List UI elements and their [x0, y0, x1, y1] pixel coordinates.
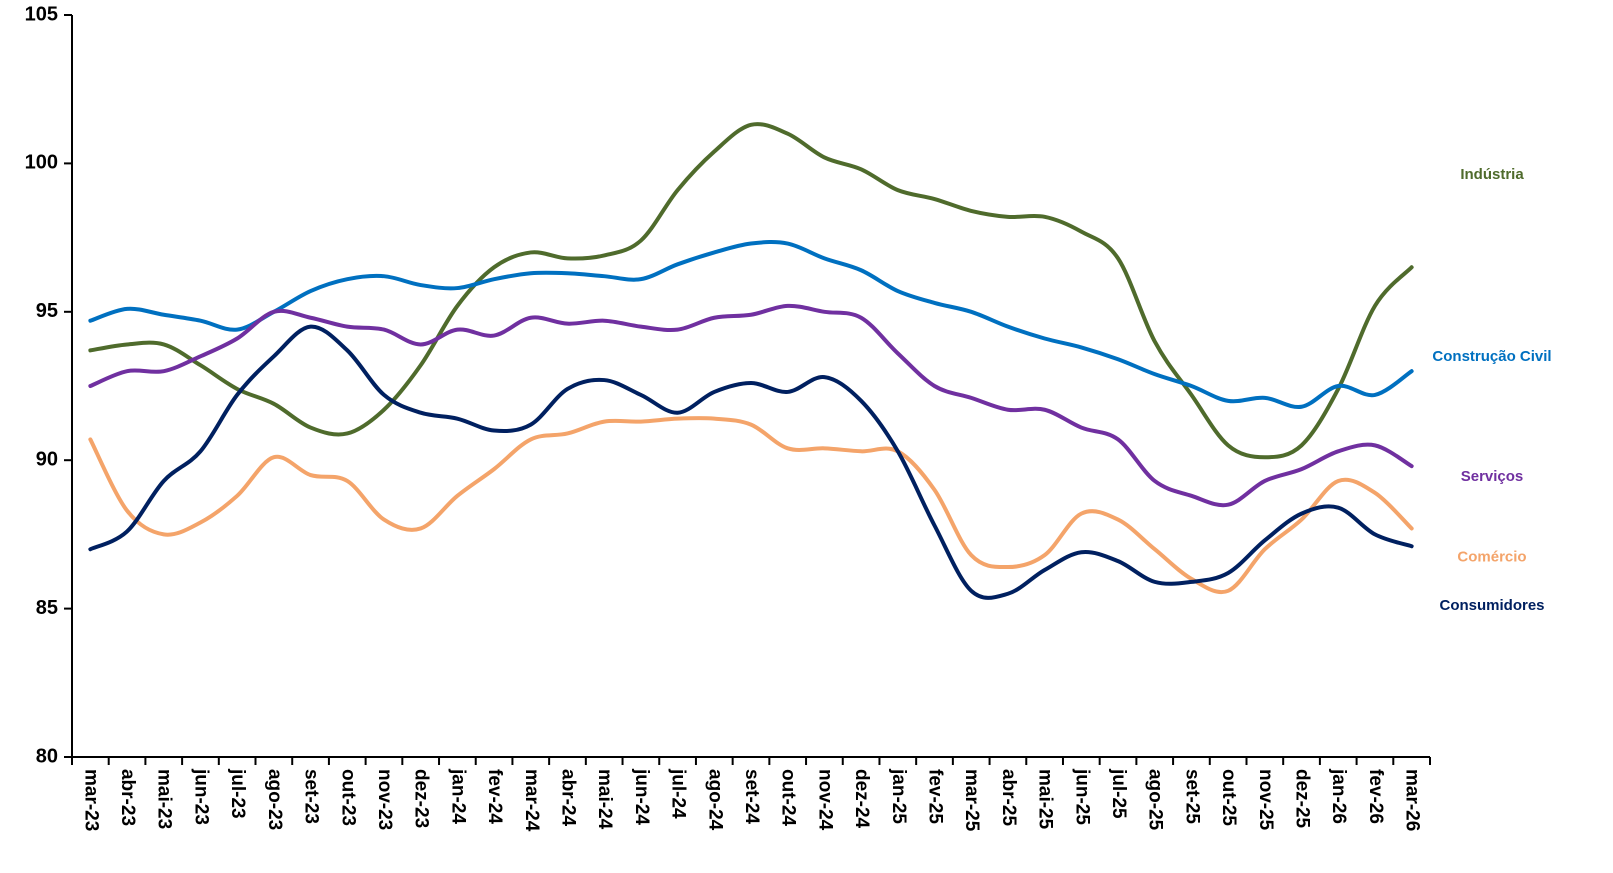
x-tick-label: fev-26 [1365, 769, 1386, 824]
x-tick-label: mai-24 [594, 769, 615, 830]
x-tick-label: nov-23 [374, 769, 395, 830]
x-tick-label: mai-23 [154, 769, 175, 829]
x-tick-label: mar-26 [1402, 769, 1423, 831]
x-tick-label: out-24 [778, 769, 799, 826]
x-tick-label: out-25 [1218, 769, 1239, 826]
y-tick-label: 95 [36, 300, 58, 322]
x-tick-label: jun-25 [1071, 768, 1092, 825]
x-tick-label: out-23 [337, 769, 358, 826]
x-tick-label: abr-24 [557, 769, 578, 826]
x-tick-label: set-23 [301, 769, 322, 824]
x-tick-label: mai-25 [1035, 769, 1056, 830]
series-line [88, 240, 1414, 409]
x-tick-label: ago-25 [1145, 769, 1166, 831]
x-tick-label: abr-25 [998, 769, 1019, 826]
x-tick-label: jul-23 [227, 768, 248, 819]
series-label: Indústria [1460, 166, 1524, 183]
y-tick-label: 105 [25, 3, 58, 25]
x-tick-label: fev-25 [924, 769, 945, 824]
x-tick-label: fev-24 [484, 769, 505, 824]
series-label: Serviços [1461, 468, 1524, 485]
y-tick-label: 80 [36, 745, 58, 767]
series-label: Construção Civil [1432, 348, 1551, 365]
series-label: Comércio [1457, 548, 1526, 565]
x-tick-label: mar-24 [521, 769, 542, 832]
series-label: Consumidores [1439, 597, 1544, 614]
y-tick-label: 100 [25, 152, 58, 174]
x-tick-label: set-25 [1181, 769, 1202, 824]
x-tick-label: jun-24 [631, 768, 652, 825]
x-tick-label: nov-24 [814, 769, 835, 831]
x-tick-label: jul-24 [668, 768, 689, 819]
x-tick-label: jan-24 [447, 768, 468, 824]
series-line [88, 324, 1414, 600]
series-line [88, 303, 1414, 508]
series-line [88, 122, 1414, 460]
x-tick-label: dez-25 [1292, 769, 1313, 829]
x-tick-label: jun-23 [190, 768, 211, 825]
x-tick-label: jan-25 [888, 768, 909, 824]
x-tick-label: abr-23 [117, 769, 138, 826]
x-tick-label: dez-24 [851, 769, 872, 829]
x-tick-label: ago-24 [704, 769, 725, 831]
x-tick-label: mar-25 [961, 769, 982, 832]
y-tick-label: 85 [36, 597, 58, 619]
x-tick-label: nov-25 [1255, 769, 1276, 831]
x-tick-label: dez-23 [411, 769, 432, 828]
x-tick-label: set-24 [741, 769, 762, 824]
x-tick-label: jan-26 [1328, 768, 1349, 824]
x-tick-label: mar-23 [80, 769, 101, 831]
series-line [88, 416, 1414, 594]
y-tick-label: 90 [36, 448, 58, 470]
x-tick-label: ago-23 [264, 769, 285, 830]
x-tick-label: jul-25 [1108, 768, 1129, 819]
